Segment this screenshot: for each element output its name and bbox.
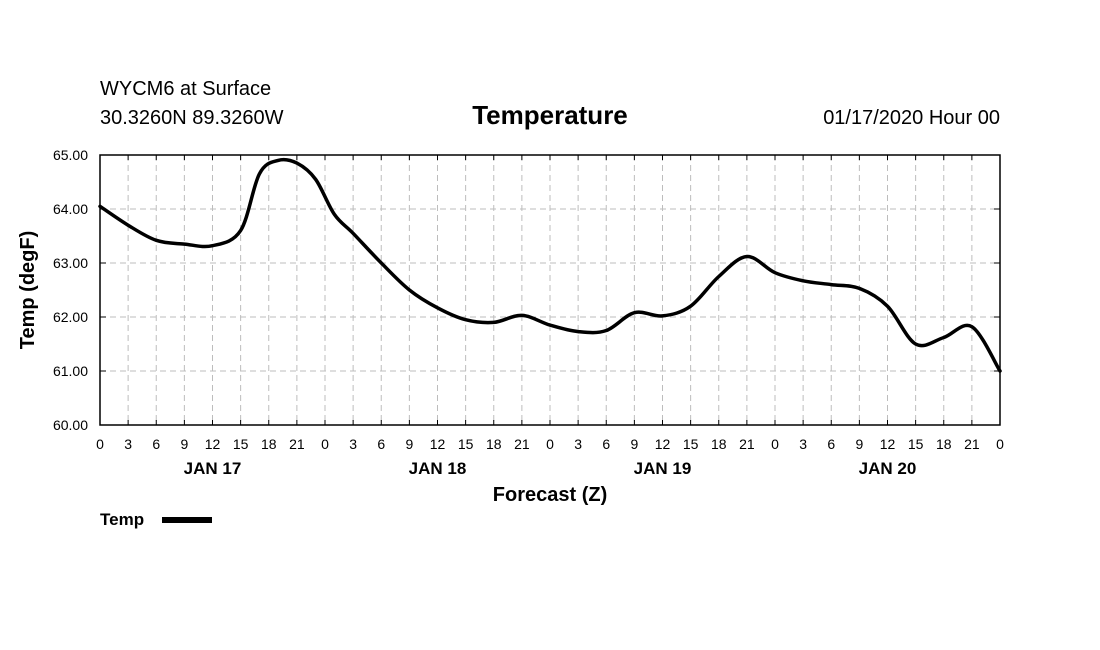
series-layer — [98, 157, 1002, 373]
x-tick-label: 9 — [405, 436, 413, 452]
data-point — [99, 205, 101, 208]
data-point — [971, 325, 973, 328]
data-point — [633, 311, 636, 314]
x-tick-label: 15 — [233, 436, 249, 452]
chart-title: Temperature — [472, 100, 628, 130]
y-tick-label: 65.00 — [53, 147, 88, 163]
x-tick-label: 18 — [261, 436, 277, 452]
x-tick-label: 15 — [458, 436, 474, 452]
data-point — [802, 280, 804, 282]
data-point — [999, 370, 1001, 372]
data-point — [352, 232, 354, 235]
data-point — [464, 318, 467, 321]
data-point — [886, 305, 889, 308]
x-tick-label: 12 — [655, 436, 671, 452]
x-tick-label: 0 — [996, 436, 1004, 452]
data-point — [380, 262, 383, 264]
x-tick-label: 3 — [349, 436, 357, 452]
data-point — [858, 287, 861, 290]
data-point — [549, 324, 551, 326]
station-label: WYCM6 at Surface — [100, 78, 271, 100]
day-label: JAN 17 — [184, 459, 242, 478]
x-tick-label: 12 — [205, 436, 221, 452]
data-point — [746, 255, 748, 258]
x-tick-label: 6 — [827, 436, 835, 452]
x-tick-label: 15 — [908, 436, 924, 452]
data-point — [239, 229, 242, 232]
y-tick-label: 62.00 — [53, 309, 88, 325]
data-point — [914, 343, 917, 345]
data-point — [605, 329, 608, 332]
x-tick-label: 18 — [486, 436, 502, 452]
x-axis-label: Forecast (Z) — [493, 484, 607, 506]
data-point — [127, 224, 129, 226]
x-tick-label: 9 — [180, 436, 188, 452]
x-tick-label: 12 — [430, 436, 446, 452]
x-tick-label: 3 — [124, 436, 132, 452]
x-tick-label: 9 — [630, 436, 638, 452]
x-tick-label: 3 — [574, 436, 582, 452]
grid — [100, 155, 1000, 425]
x-tick-label: 21 — [514, 436, 530, 452]
data-point — [296, 162, 298, 164]
day-label: JAN 20 — [859, 459, 917, 478]
y-tick-label: 61.00 — [53, 363, 88, 379]
x-tick-label: 0 — [321, 436, 329, 452]
x-tick-label: 21 — [964, 436, 980, 452]
x-tick-label: 3 — [799, 436, 807, 452]
data-point — [521, 314, 523, 317]
data-point — [155, 239, 158, 242]
x-tick-label: 15 — [683, 436, 699, 452]
datetime-label: 01/17/2020 Hour 00 — [823, 107, 1000, 129]
x-tick-label: 6 — [152, 436, 160, 452]
data-point — [774, 271, 776, 274]
x-tick-label: 0 — [96, 436, 104, 452]
data-point — [661, 315, 664, 317]
location-label: 30.3260N 89.3260W — [100, 107, 284, 129]
data-point — [493, 321, 495, 324]
data-point — [408, 289, 411, 291]
x-tick-label: 0 — [771, 436, 779, 452]
data-point — [277, 159, 279, 162]
y-tick-label: 64.00 — [53, 201, 88, 217]
data-point — [436, 307, 439, 309]
day-label: JAN 19 — [634, 459, 692, 478]
data-point — [718, 275, 720, 278]
x-tick-label: 21 — [289, 436, 305, 452]
y-tick-label: 63.00 — [53, 255, 88, 271]
x-tick-label: 18 — [936, 436, 952, 452]
y-tick-label: 60.00 — [53, 417, 88, 433]
data-point — [830, 283, 833, 286]
data-point — [258, 173, 261, 175]
axis-ticks — [99, 154, 1001, 426]
x-tick-label: 12 — [880, 436, 896, 452]
data-point — [943, 336, 945, 339]
tick-labels: 0 3 6 9 12 15 18 21 0 3 6 9 12 15 18 21 0 3 6 9 12 15 18 21 0 3 6 9… — [53, 147, 1004, 478]
data-point — [577, 330, 579, 333]
x-tick-label: 0 — [546, 436, 554, 452]
x-tick-label: 21 — [739, 436, 755, 452]
legend-label: Temp — [100, 510, 144, 529]
data-point — [689, 305, 692, 308]
day-label: JAN 18 — [409, 459, 467, 478]
data-point — [333, 213, 336, 216]
x-tick-label: 6 — [377, 436, 385, 452]
data-point — [314, 178, 317, 181]
data-point — [183, 243, 186, 245]
x-tick-label: 18 — [711, 436, 727, 452]
x-tick-label: 9 — [855, 436, 863, 452]
x-tick-label: 6 — [602, 436, 610, 452]
y-axis-label: Temp (degF) — [17, 231, 39, 350]
data-point — [211, 244, 214, 247]
